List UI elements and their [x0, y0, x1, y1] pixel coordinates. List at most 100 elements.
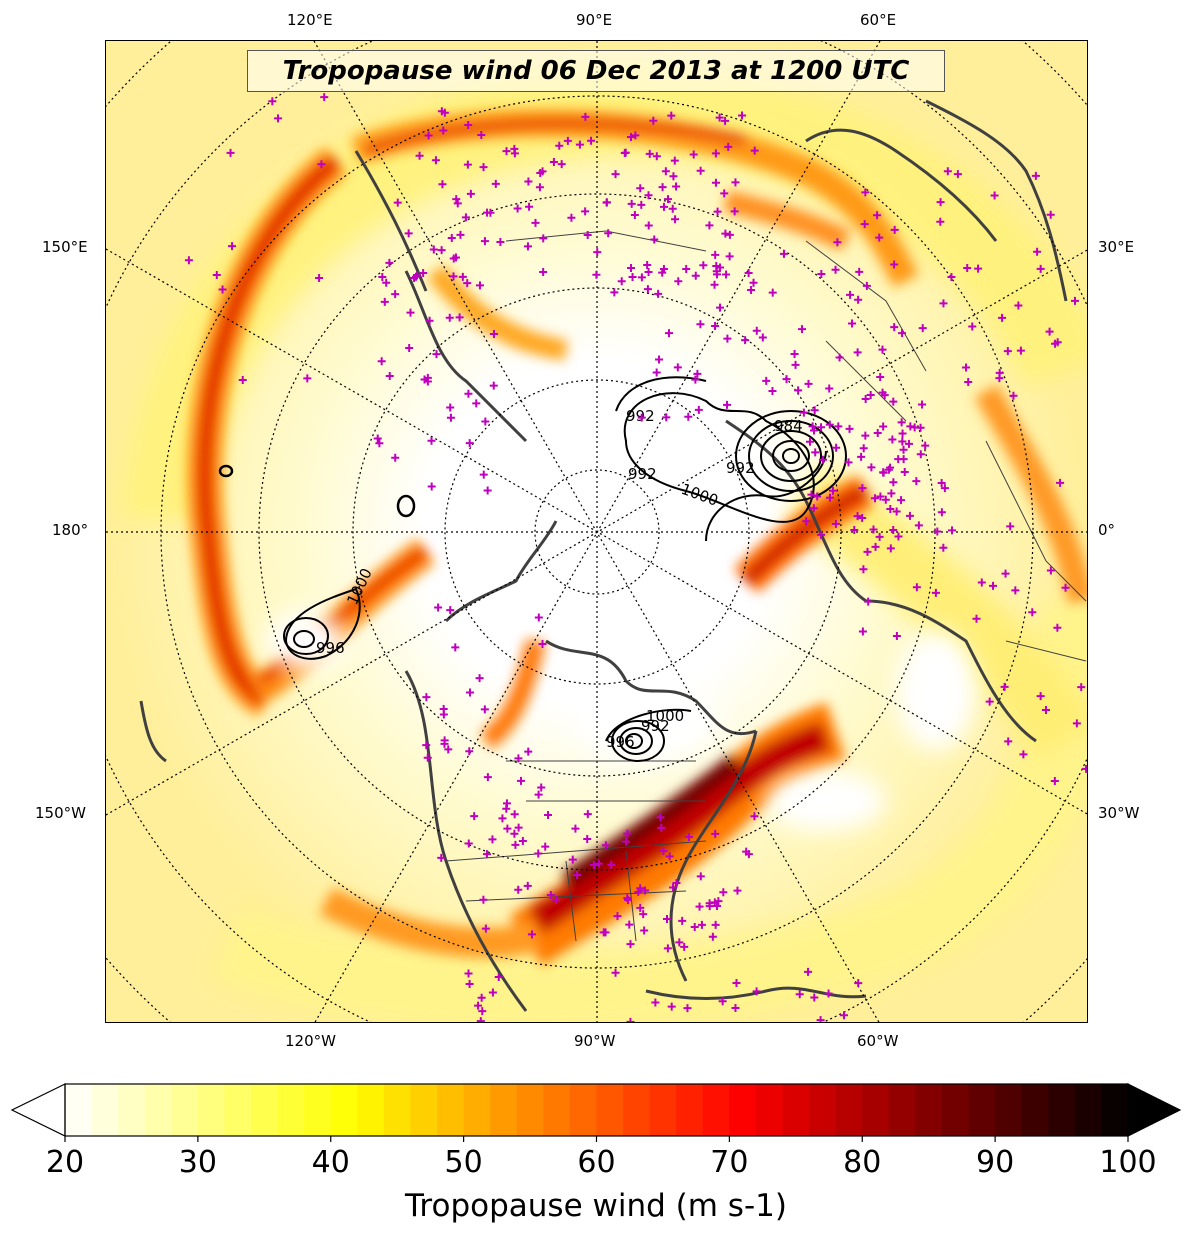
station-marker: [691, 271, 700, 280]
station-marker: [480, 237, 489, 246]
station-marker: [535, 183, 544, 192]
station-marker: [464, 389, 473, 398]
station-marker: [470, 812, 479, 821]
station-marker: [995, 374, 1004, 383]
station-marker: [592, 270, 601, 279]
lon-label-bottom-120w: 120°W: [285, 1032, 336, 1050]
station-marker: [963, 264, 972, 273]
station-marker: [518, 837, 527, 846]
colorbar-cell: [649, 1084, 677, 1136]
station-marker: [738, 111, 747, 120]
colorbar-cell: [490, 1084, 518, 1136]
station-marker: [948, 526, 957, 535]
station-marker: [589, 861, 598, 870]
station-marker: [696, 872, 705, 881]
station-marker: [828, 486, 837, 495]
station-marker: [315, 273, 324, 282]
station-marker: [897, 496, 906, 505]
colorbar-cell: [304, 1084, 332, 1136]
station-marker: [320, 93, 329, 102]
station-marker: [816, 1016, 825, 1022]
station-marker: [1014, 301, 1023, 310]
station-marker: [897, 418, 906, 427]
station-marker: [637, 413, 646, 422]
station-marker: [513, 204, 522, 213]
station-marker: [483, 773, 492, 782]
station-marker: [479, 470, 488, 479]
low-pacific: [283, 587, 361, 660]
station-marker: [1082, 764, 1087, 773]
station-marker: [644, 191, 653, 200]
station-marker: [694, 405, 703, 414]
station-marker: [538, 639, 547, 648]
station-marker: [463, 279, 472, 288]
station-marker: [465, 747, 474, 756]
station-marker: [888, 435, 897, 444]
colorbar-tick-label: 20: [45, 1145, 85, 1180]
station-marker: [858, 513, 867, 522]
station-marker: [711, 321, 720, 330]
colorbar-cells: [65, 1084, 1129, 1136]
station-marker: [238, 375, 247, 384]
station-marker: [581, 112, 590, 121]
station-marker: [516, 776, 525, 785]
station-marker: [465, 439, 474, 448]
station-marker: [899, 455, 908, 464]
station-marker: [768, 386, 777, 395]
station-marker: [857, 452, 866, 461]
station-marker: [725, 252, 734, 261]
station-marker: [811, 448, 820, 457]
station-marker: [861, 394, 870, 403]
station-marker: [573, 871, 582, 880]
station-marker: [456, 230, 465, 239]
station-marker: [665, 852, 674, 861]
colorbar-cell: [171, 1084, 199, 1136]
station-marker: [858, 484, 867, 493]
station-marker: [733, 886, 742, 895]
station-marker: [674, 277, 683, 286]
station-marker: [625, 920, 634, 929]
colorbar-tick-label: 30: [178, 1145, 217, 1180]
station-marker: [458, 272, 467, 281]
station-marker: [480, 705, 489, 714]
station-marker: [817, 423, 826, 432]
colorbar-cell: [782, 1084, 810, 1136]
station-marker: [557, 160, 566, 169]
station-marker: [863, 547, 872, 556]
station-marker: [481, 417, 490, 426]
station-marker: [649, 116, 658, 125]
low-hudson: [605, 708, 692, 762]
station-marker: [607, 860, 616, 869]
station-marker: [661, 167, 670, 176]
station-marker: [912, 583, 921, 592]
station-marker: [861, 188, 870, 197]
station-marker: [228, 242, 237, 251]
station-marker: [797, 325, 806, 334]
station-marker: [711, 920, 720, 929]
station-marker: [382, 278, 391, 287]
colorbar-extend-high: [1127, 1083, 1182, 1137]
station-marker: [482, 850, 491, 859]
station-marker: [721, 229, 730, 238]
colorbar-cell: [995, 1084, 1023, 1136]
station-marker: [491, 179, 500, 188]
station-marker: [962, 363, 971, 372]
lon-label-left-150e: 150°E: [42, 238, 88, 256]
station-marker: [583, 231, 592, 240]
station-marker: [631, 131, 640, 140]
station-marker: [427, 482, 436, 491]
station-marker: [543, 810, 552, 819]
station-marker: [779, 249, 788, 258]
station-marker: [637, 200, 646, 209]
colorbar-cell: [65, 1084, 93, 1136]
station-marker: [447, 234, 456, 243]
station-marker: [931, 588, 940, 597]
station-marker: [864, 597, 873, 606]
station-marker: [989, 581, 998, 590]
station-marker: [906, 422, 915, 431]
contour-label: 992: [626, 407, 655, 425]
station-marker: [807, 490, 816, 499]
station-marker: [716, 303, 725, 312]
station-marker: [525, 202, 534, 211]
station-marker: [524, 177, 533, 186]
